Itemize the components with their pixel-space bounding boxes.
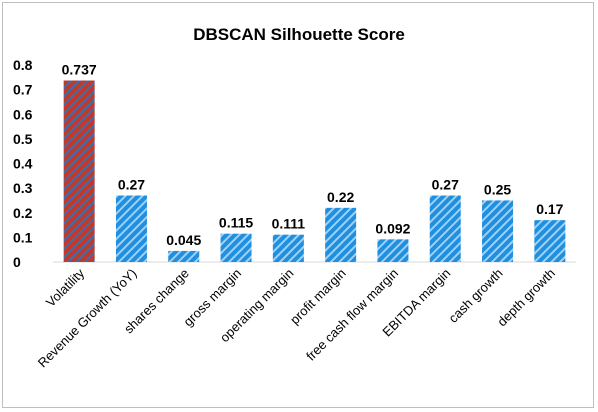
bar bbox=[220, 233, 252, 262]
bar bbox=[482, 200, 514, 262]
bar bbox=[168, 250, 200, 262]
data-label: 0.17 bbox=[536, 201, 563, 217]
data-label: 0.045 bbox=[166, 232, 201, 248]
bar bbox=[429, 195, 461, 262]
category-label: free cash flow margin bbox=[303, 266, 401, 364]
bar bbox=[272, 234, 304, 262]
y-tick-label: 0.1 bbox=[13, 229, 33, 245]
y-axis: 0 0.1 0.2 0.3 0.4 0.5 0.6 0.7 0.8 bbox=[13, 57, 33, 270]
chart-title: DBSCAN Silhouette Score bbox=[193, 25, 405, 44]
bar bbox=[377, 239, 409, 262]
y-tick-label: 0.6 bbox=[13, 106, 33, 122]
y-tick-label: 0.7 bbox=[13, 82, 33, 98]
y-tick-label: 0.4 bbox=[13, 156, 33, 172]
data-label: 0.25 bbox=[484, 181, 511, 197]
bar bbox=[325, 207, 357, 262]
chart-frame: DBSCAN Silhouette Score 0 0.1 0.2 0.3 0.4 0.5… bbox=[2, 2, 594, 408]
bar bbox=[63, 80, 95, 262]
data-label: 0.22 bbox=[327, 189, 354, 205]
data-label: 0.111 bbox=[272, 216, 306, 232]
bar-chart: DBSCAN Silhouette Score 0 0.1 0.2 0.3 0.4 0.5… bbox=[13, 25, 576, 370]
data-label: 0.27 bbox=[118, 177, 145, 193]
y-tick-label: 0.8 bbox=[13, 57, 33, 73]
bars bbox=[63, 80, 566, 262]
data-labels: 0.737 0.27 0.045 0.115 0.111 0.22 0.092 0.27 0.2… bbox=[62, 62, 564, 248]
data-label: 0.27 bbox=[432, 177, 459, 193]
data-label: 0.115 bbox=[219, 215, 253, 231]
y-tick-label: 0.2 bbox=[13, 205, 33, 221]
y-tick-label: 0.3 bbox=[13, 180, 33, 196]
data-label: 0.737 bbox=[62, 62, 97, 78]
bar bbox=[534, 220, 566, 262]
y-tick-label: 0.5 bbox=[13, 131, 33, 147]
bar bbox=[115, 195, 147, 262]
category-label: Volatility bbox=[43, 265, 88, 310]
category-label: Revenue Growth (YoY) bbox=[35, 266, 140, 371]
y-tick-label: 0 bbox=[13, 254, 21, 270]
data-label: 0.092 bbox=[375, 220, 410, 236]
